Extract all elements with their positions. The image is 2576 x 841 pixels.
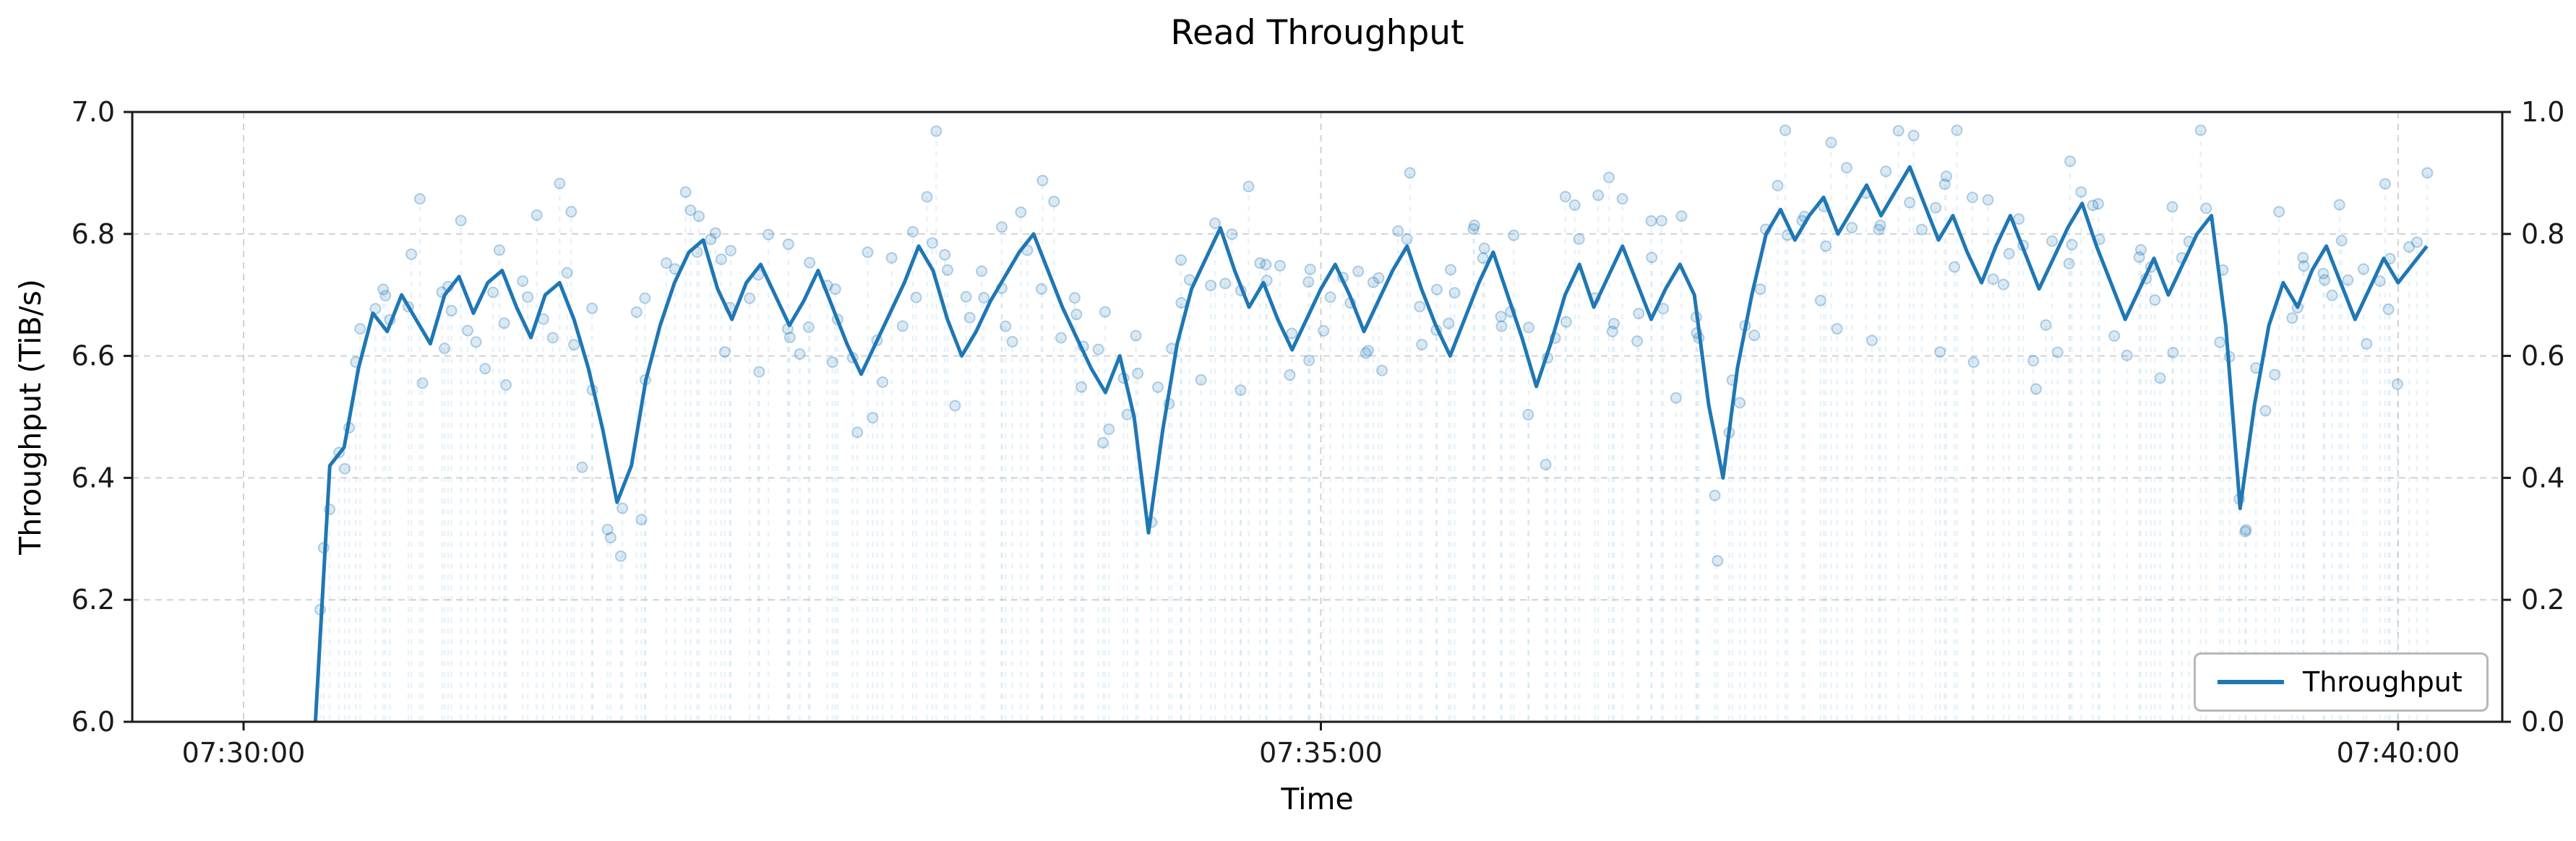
y-right-tick-label: 0.4 <box>2521 462 2564 493</box>
y-left-tick-label: 6.8 <box>72 218 115 250</box>
chart-title: Read Throughput <box>1170 13 1464 53</box>
x-axis-label: Time <box>1281 782 1354 816</box>
y-left-tick-label: 7.0 <box>72 96 115 128</box>
legend-entry-label: Throughput <box>2303 666 2463 698</box>
y-axis-label: Throughput (TiB/s) <box>13 279 48 555</box>
y-right-tick-label: 0.8 <box>2521 218 2564 250</box>
y-right-tick-label: 0.2 <box>2521 584 2564 616</box>
x-tick-label: 07:30:00 <box>182 737 306 769</box>
x-tick-label: 07:35:00 <box>1259 737 1383 769</box>
legend-line-icon <box>2217 680 2284 684</box>
axis-ticks: 6.0 6.2 6.4 6.6 6.8 7.0 0.0 0.2 0.4 0.6 0.8 1.0 07:3… <box>72 96 2565 769</box>
y-left-tick-label: 6.6 <box>72 340 115 372</box>
plot-frame <box>131 111 2504 723</box>
sample-stems <box>319 130 2429 720</box>
x-tick-label: 07:40:00 <box>2337 737 2460 769</box>
y-left-tick-label: 6.0 <box>72 706 115 738</box>
y-right-tick-label: 1.0 <box>2521 96 2564 128</box>
y-left-tick-label: 6.2 <box>72 584 115 616</box>
legend: Throughput <box>2194 652 2489 712</box>
throughput-line <box>313 165 2429 723</box>
y-left-tick-label: 6.4 <box>72 462 115 493</box>
y-right-tick-label: 0.6 <box>2521 340 2564 372</box>
y-right-tick-label: 0.0 <box>2521 706 2564 738</box>
